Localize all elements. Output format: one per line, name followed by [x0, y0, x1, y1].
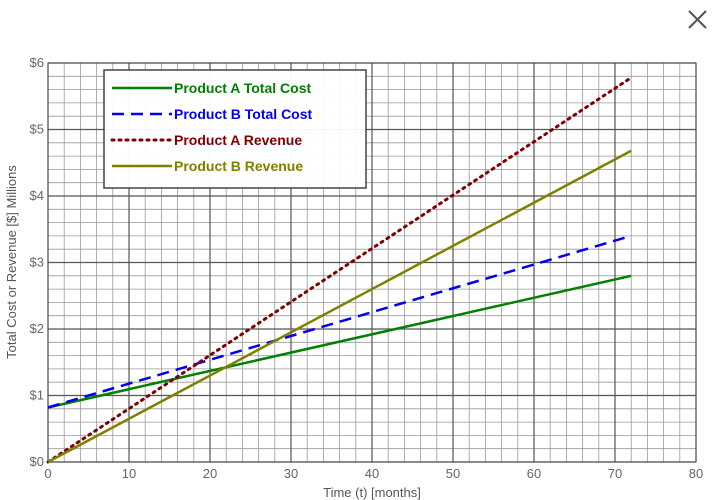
- plot-frame: [47, 62, 697, 463]
- legend-box: [103, 69, 367, 189]
- x-tick-label: 30: [284, 466, 298, 481]
- legend-label: Product A Total Cost: [174, 80, 311, 96]
- legend-label: Product B Total Cost: [174, 106, 313, 122]
- x-tick-label: 20: [203, 466, 217, 481]
- y-tick-label: $0: [30, 454, 44, 469]
- legend-label: Product B Revenue: [174, 158, 303, 174]
- x-tick-label: 80: [689, 466, 703, 481]
- y-tick-label: $5: [30, 122, 44, 137]
- series-line: [47, 234, 632, 409]
- x-tick-label: 40: [365, 466, 379, 481]
- legend-label: Product A Revenue: [174, 132, 302, 148]
- x-tick-label: 70: [608, 466, 622, 481]
- close-icon: [688, 10, 707, 29]
- y-tick-label: $1: [30, 388, 44, 403]
- x-axis-title: Time (t) [months]: [323, 485, 421, 500]
- y-axis-title: Total Cost or Revenue [$] Millions: [4, 165, 19, 359]
- legend: Product A Total Cost Product B Total Cost…: [103, 69, 367, 189]
- y-tick-label: $3: [30, 255, 44, 270]
- tick-labels: 0 10 20 30 40 50 60 70 80 $0 $1 $2 $3 $4 $5 $6: [30, 55, 704, 481]
- x-tick-label: 60: [527, 466, 541, 481]
- series-layer: [46, 76, 633, 464]
- y-tick-label: $2: [30, 321, 44, 336]
- y-tick-label: $4: [30, 188, 44, 203]
- series-line: [47, 149, 632, 464]
- y-tick-label: $6: [30, 55, 44, 70]
- x-tick-label: 50: [446, 466, 460, 481]
- series-line: [47, 274, 632, 409]
- x-tick-label: 0: [44, 466, 51, 481]
- x-tick-label: 10: [122, 466, 136, 481]
- close-button[interactable]: [680, 2, 712, 34]
- series-line: [46, 76, 633, 464]
